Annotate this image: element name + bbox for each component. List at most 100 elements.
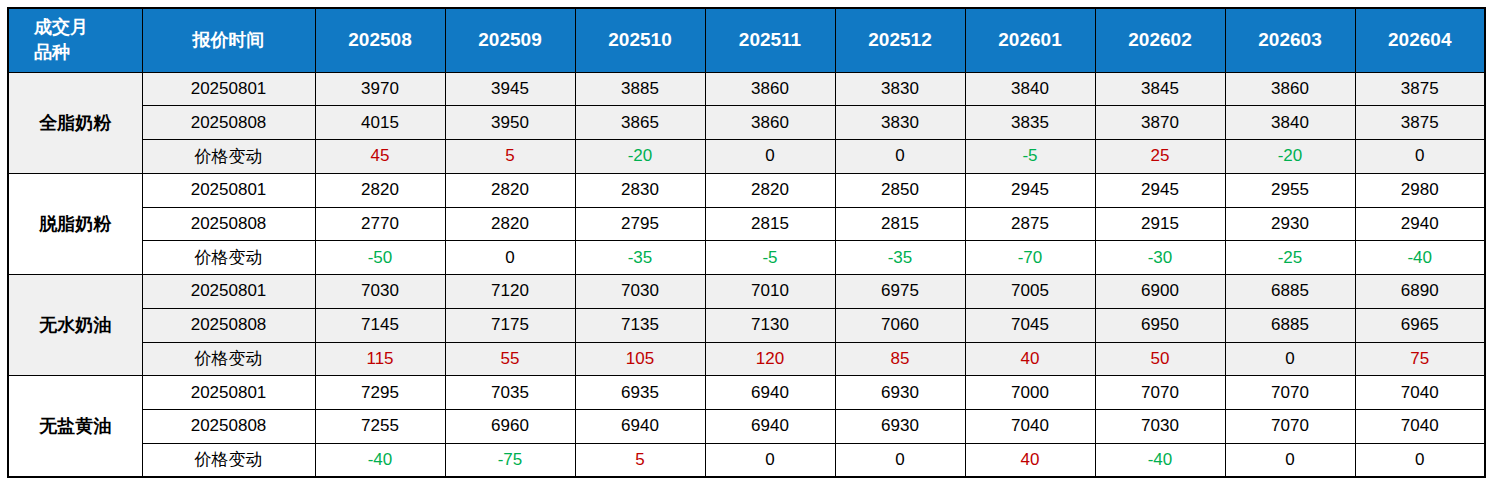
price-cell: 7040 (1355, 410, 1485, 444)
price-cell: 7070 (1225, 376, 1355, 410)
price-cell: 6940 (705, 410, 835, 444)
quote-row: 2025080840153950386538603830383538703840… (8, 106, 1485, 140)
change-value-cell: -30 (1095, 241, 1225, 275)
price-cell: 6950 (1095, 308, 1225, 342)
change-value-cell: 0 (1355, 140, 1485, 174)
change-value-cell: 5 (575, 443, 705, 477)
quote-time-header: 报价时间 (142, 8, 315, 72)
change-value-cell: -20 (575, 140, 705, 174)
change-value-cell: 0 (1225, 342, 1355, 376)
price-cell: 7030 (315, 275, 445, 309)
change-value-cell: -40 (1355, 241, 1485, 275)
change-value-cell: 0 (445, 241, 575, 275)
price-cell: 4015 (315, 106, 445, 140)
price-cell: 6965 (1355, 308, 1485, 342)
quote-date-cell: 20250808 (142, 308, 315, 342)
price-cell: 3875 (1355, 106, 1485, 140)
change-value-cell: 75 (1355, 342, 1485, 376)
product-cell: 无盐黄油 (8, 376, 142, 477)
month-header-202603: 202603 (1225, 8, 1355, 72)
header-row: 成交月 品种 报价时间 2025082025092025102025112025… (8, 8, 1485, 72)
change-value-cell: 40 (965, 342, 1095, 376)
month-header-202510: 202510 (575, 8, 705, 72)
price-cell: 7295 (315, 376, 445, 410)
corner-header: 成交月 品种 (8, 8, 142, 72)
price-cell: 2850 (835, 173, 965, 207)
change-value-cell: 25 (1095, 140, 1225, 174)
change-value-cell: 55 (445, 342, 575, 376)
quote-date-cell: 20250801 (142, 173, 315, 207)
quote-date-cell: 20250808 (142, 410, 315, 444)
month-header-202601: 202601 (965, 8, 1095, 72)
price-cell: 7040 (965, 410, 1095, 444)
change-row: 价格变动-40-7550040-4000 (8, 443, 1485, 477)
price-cell: 2830 (575, 173, 705, 207)
price-cell: 3840 (965, 72, 1095, 106)
price-cell: 6935 (575, 376, 705, 410)
quote-date-cell: 20250808 (142, 106, 315, 140)
quote-row: 2025080827702820279528152815287529152930… (8, 207, 1485, 241)
price-cell: 2795 (575, 207, 705, 241)
price-cell: 3945 (445, 72, 575, 106)
change-value-cell: 5 (445, 140, 575, 174)
change-row: 价格变动11555105120854050075 (8, 342, 1485, 376)
change-value-cell: -5 (705, 241, 835, 275)
price-cell: 3950 (445, 106, 575, 140)
price-cell: 2930 (1225, 207, 1355, 241)
quote-row: 脱脂奶粉202508012820282028302820285029452945… (8, 173, 1485, 207)
price-cell: 2820 (705, 173, 835, 207)
price-cell: 6900 (1095, 275, 1225, 309)
price-cell: 7120 (445, 275, 575, 309)
product-cell: 全脂奶粉 (8, 72, 142, 173)
change-value-cell: -75 (445, 443, 575, 477)
table-body: 全脂奶粉202508013970394538853860383038403845… (8, 72, 1485, 477)
price-cell: 7005 (965, 275, 1095, 309)
change-value-cell: 0 (705, 443, 835, 477)
price-cell: 2770 (315, 207, 445, 241)
price-cell: 2820 (445, 173, 575, 207)
price-cell: 7130 (705, 308, 835, 342)
price-cell: 7135 (575, 308, 705, 342)
price-cell: 3875 (1355, 72, 1485, 106)
change-value-cell: 0 (1355, 443, 1485, 477)
price-cell: 3865 (575, 106, 705, 140)
price-cell: 3860 (1225, 72, 1355, 106)
price-cell: 3830 (835, 72, 965, 106)
quote-date-cell: 20250801 (142, 275, 315, 309)
change-value-cell: -50 (315, 241, 445, 275)
change-value-cell: -20 (1225, 140, 1355, 174)
price-cell: 2945 (1095, 173, 1225, 207)
quote-row: 无盐黄油202508017295703569356940693070007070… (8, 376, 1485, 410)
change-row-label: 价格变动 (142, 342, 315, 376)
change-value-cell: -25 (1225, 241, 1355, 275)
price-cell: 7175 (445, 308, 575, 342)
month-header-202508: 202508 (315, 8, 445, 72)
price-cell: 7030 (1095, 410, 1225, 444)
change-value-cell: 40 (965, 443, 1095, 477)
change-row: 价格变动-500-35-5-35-70-30-25-40 (8, 241, 1485, 275)
change-row-label: 价格变动 (142, 241, 315, 275)
price-cell: 6940 (575, 410, 705, 444)
price-cell: 2820 (315, 173, 445, 207)
product-cell: 无水奶油 (8, 275, 142, 376)
price-cell: 6930 (835, 376, 965, 410)
corner-header-contract-month-label: 成交月 (34, 15, 142, 40)
price-cell: 2915 (1095, 207, 1225, 241)
change-value-cell: -40 (315, 443, 445, 477)
price-cell: 6930 (835, 410, 965, 444)
price-cell: 2820 (445, 207, 575, 241)
change-value-cell: 115 (315, 342, 445, 376)
product-cell: 脱脂奶粉 (8, 173, 142, 274)
quote-row: 2025080872556960694069406930704070307070… (8, 410, 1485, 444)
price-cell: 2815 (705, 207, 835, 241)
dairy-price-table-page: 成交月 品种 报价时间 2025082025092025102025112025… (0, 0, 1491, 484)
change-value-cell: 105 (575, 342, 705, 376)
price-cell: 7070 (1225, 410, 1355, 444)
price-cell: 2875 (965, 207, 1095, 241)
price-cell: 3970 (315, 72, 445, 106)
price-cell: 2945 (965, 173, 1095, 207)
quote-row: 无水奶油202508017030712070307010697570056900… (8, 275, 1485, 309)
price-cell: 7060 (835, 308, 965, 342)
quote-row: 全脂奶粉202508013970394538853860383038403845… (8, 72, 1485, 106)
price-cell: 6885 (1225, 308, 1355, 342)
